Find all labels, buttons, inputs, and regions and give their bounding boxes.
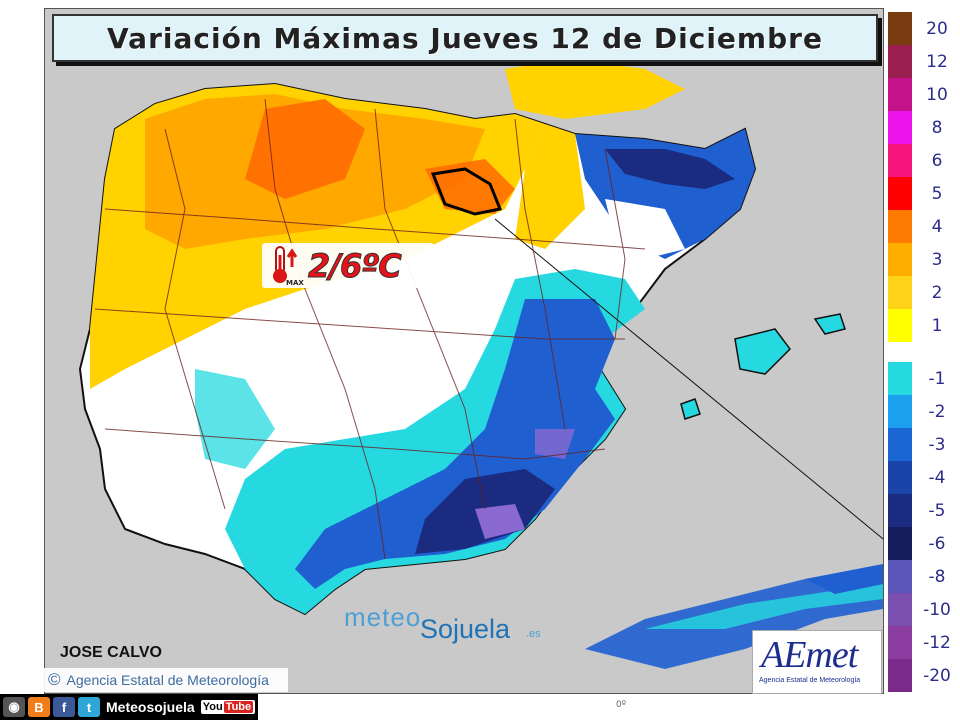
legend-label: -4 — [928, 467, 946, 488]
legend-label: 20 — [926, 18, 948, 39]
legend-swatch — [888, 527, 912, 560]
map-area — [44, 8, 884, 694]
legend-swatch — [888, 78, 912, 111]
legend-label: -2 — [928, 401, 946, 422]
legend-label: -1 — [928, 368, 946, 389]
copyright-icon: © — [48, 670, 61, 689]
legend-swatch — [888, 560, 912, 593]
author-credit: JOSE CALVO — [60, 644, 162, 661]
legend-label: -8 — [928, 566, 946, 587]
map-title: Variación Máximas Jueves 12 de Diciembre — [107, 21, 823, 55]
legend-swatch — [888, 309, 912, 342]
legend-swatch — [888, 276, 912, 309]
color-legend: 20 12 10 8 6 5 4 3 2 1 -1 -2 -3 -4 -5 -6 -8 -10 -12 -20 — [886, 8, 960, 698]
legend-swatch — [888, 177, 912, 210]
legend-label: 6 — [931, 150, 943, 171]
temperature-range: 2/6ºC — [308, 246, 403, 285]
thermometer-up-icon: MAX — [262, 243, 308, 288]
legend-label: -6 — [928, 533, 946, 554]
legend-label: 3 — [931, 249, 943, 270]
legend-label: 2 — [931, 282, 943, 303]
twitter-icon[interactable]: t — [78, 697, 100, 717]
facebook-icon[interactable]: f — [53, 697, 75, 717]
legend-label: 10 — [926, 84, 948, 105]
legend-swatch — [888, 494, 912, 527]
legend-label: -12 — [923, 632, 951, 653]
legend-swatch — [888, 210, 912, 243]
legend-label: -10 — [923, 599, 951, 620]
legend-swatch — [888, 362, 912, 395]
temperature-badge: MAX 2/6ºC — [262, 243, 434, 288]
youtube-icon[interactable]: You Tube — [200, 700, 256, 714]
legend-label: 5 — [931, 183, 943, 204]
legend-swatch — [888, 428, 912, 461]
legend-label: -5 — [928, 500, 946, 521]
legend-swatch — [888, 243, 912, 276]
brand-part2: Sojuela — [420, 614, 511, 644]
legend-label: -20 — [923, 665, 951, 686]
legend-swatch — [888, 111, 912, 144]
title-banner: Variación Máximas Jueves 12 de Diciembre — [52, 14, 878, 62]
brand-part1: meteo — [344, 602, 422, 632]
legend-label: 8 — [931, 117, 943, 138]
camera-icon[interactable]: ◉ — [3, 697, 25, 717]
max-label: MAX — [286, 279, 304, 287]
legend-label: 4 — [931, 216, 943, 237]
blogger-icon[interactable]: B — [28, 697, 50, 717]
aemet-subtitle: Agencia Estatal de Meteorología — [759, 677, 861, 684]
legend-swatch — [888, 12, 912, 45]
legend-swatch — [888, 45, 912, 78]
legend-swatch — [888, 626, 912, 659]
social-bar: ◉ B f t Meteosojuela You Tube — [0, 694, 258, 720]
legend-swatch — [888, 593, 912, 626]
youtube-label-a: You — [202, 701, 223, 713]
iberia-map — [45, 9, 883, 693]
meteosojuela-logo: meteo Sojuela .es — [344, 600, 564, 650]
aemet-logo: AEmet Agencia Estatal de Meteorología — [752, 630, 882, 694]
agency-credit: © Agencia Estatal de Meteorología — [44, 668, 288, 692]
legend-swatch — [888, 144, 912, 177]
agency-name: Agencia Estatal de Meteorología — [66, 672, 269, 688]
legend-label: -3 — [928, 434, 946, 455]
legend-swatch — [888, 395, 912, 428]
meridian-label: 0º — [616, 700, 626, 710]
aemet-wordmark: AEmet — [761, 634, 858, 676]
brand-tld: .es — [526, 628, 541, 640]
youtube-label-b: Tube — [223, 701, 254, 713]
legend-swatch — [888, 461, 912, 494]
legend-swatch — [888, 659, 912, 692]
legend-label: 1 — [931, 315, 943, 336]
legend-label: 12 — [926, 51, 948, 72]
social-name: Meteosojuela — [106, 699, 195, 715]
